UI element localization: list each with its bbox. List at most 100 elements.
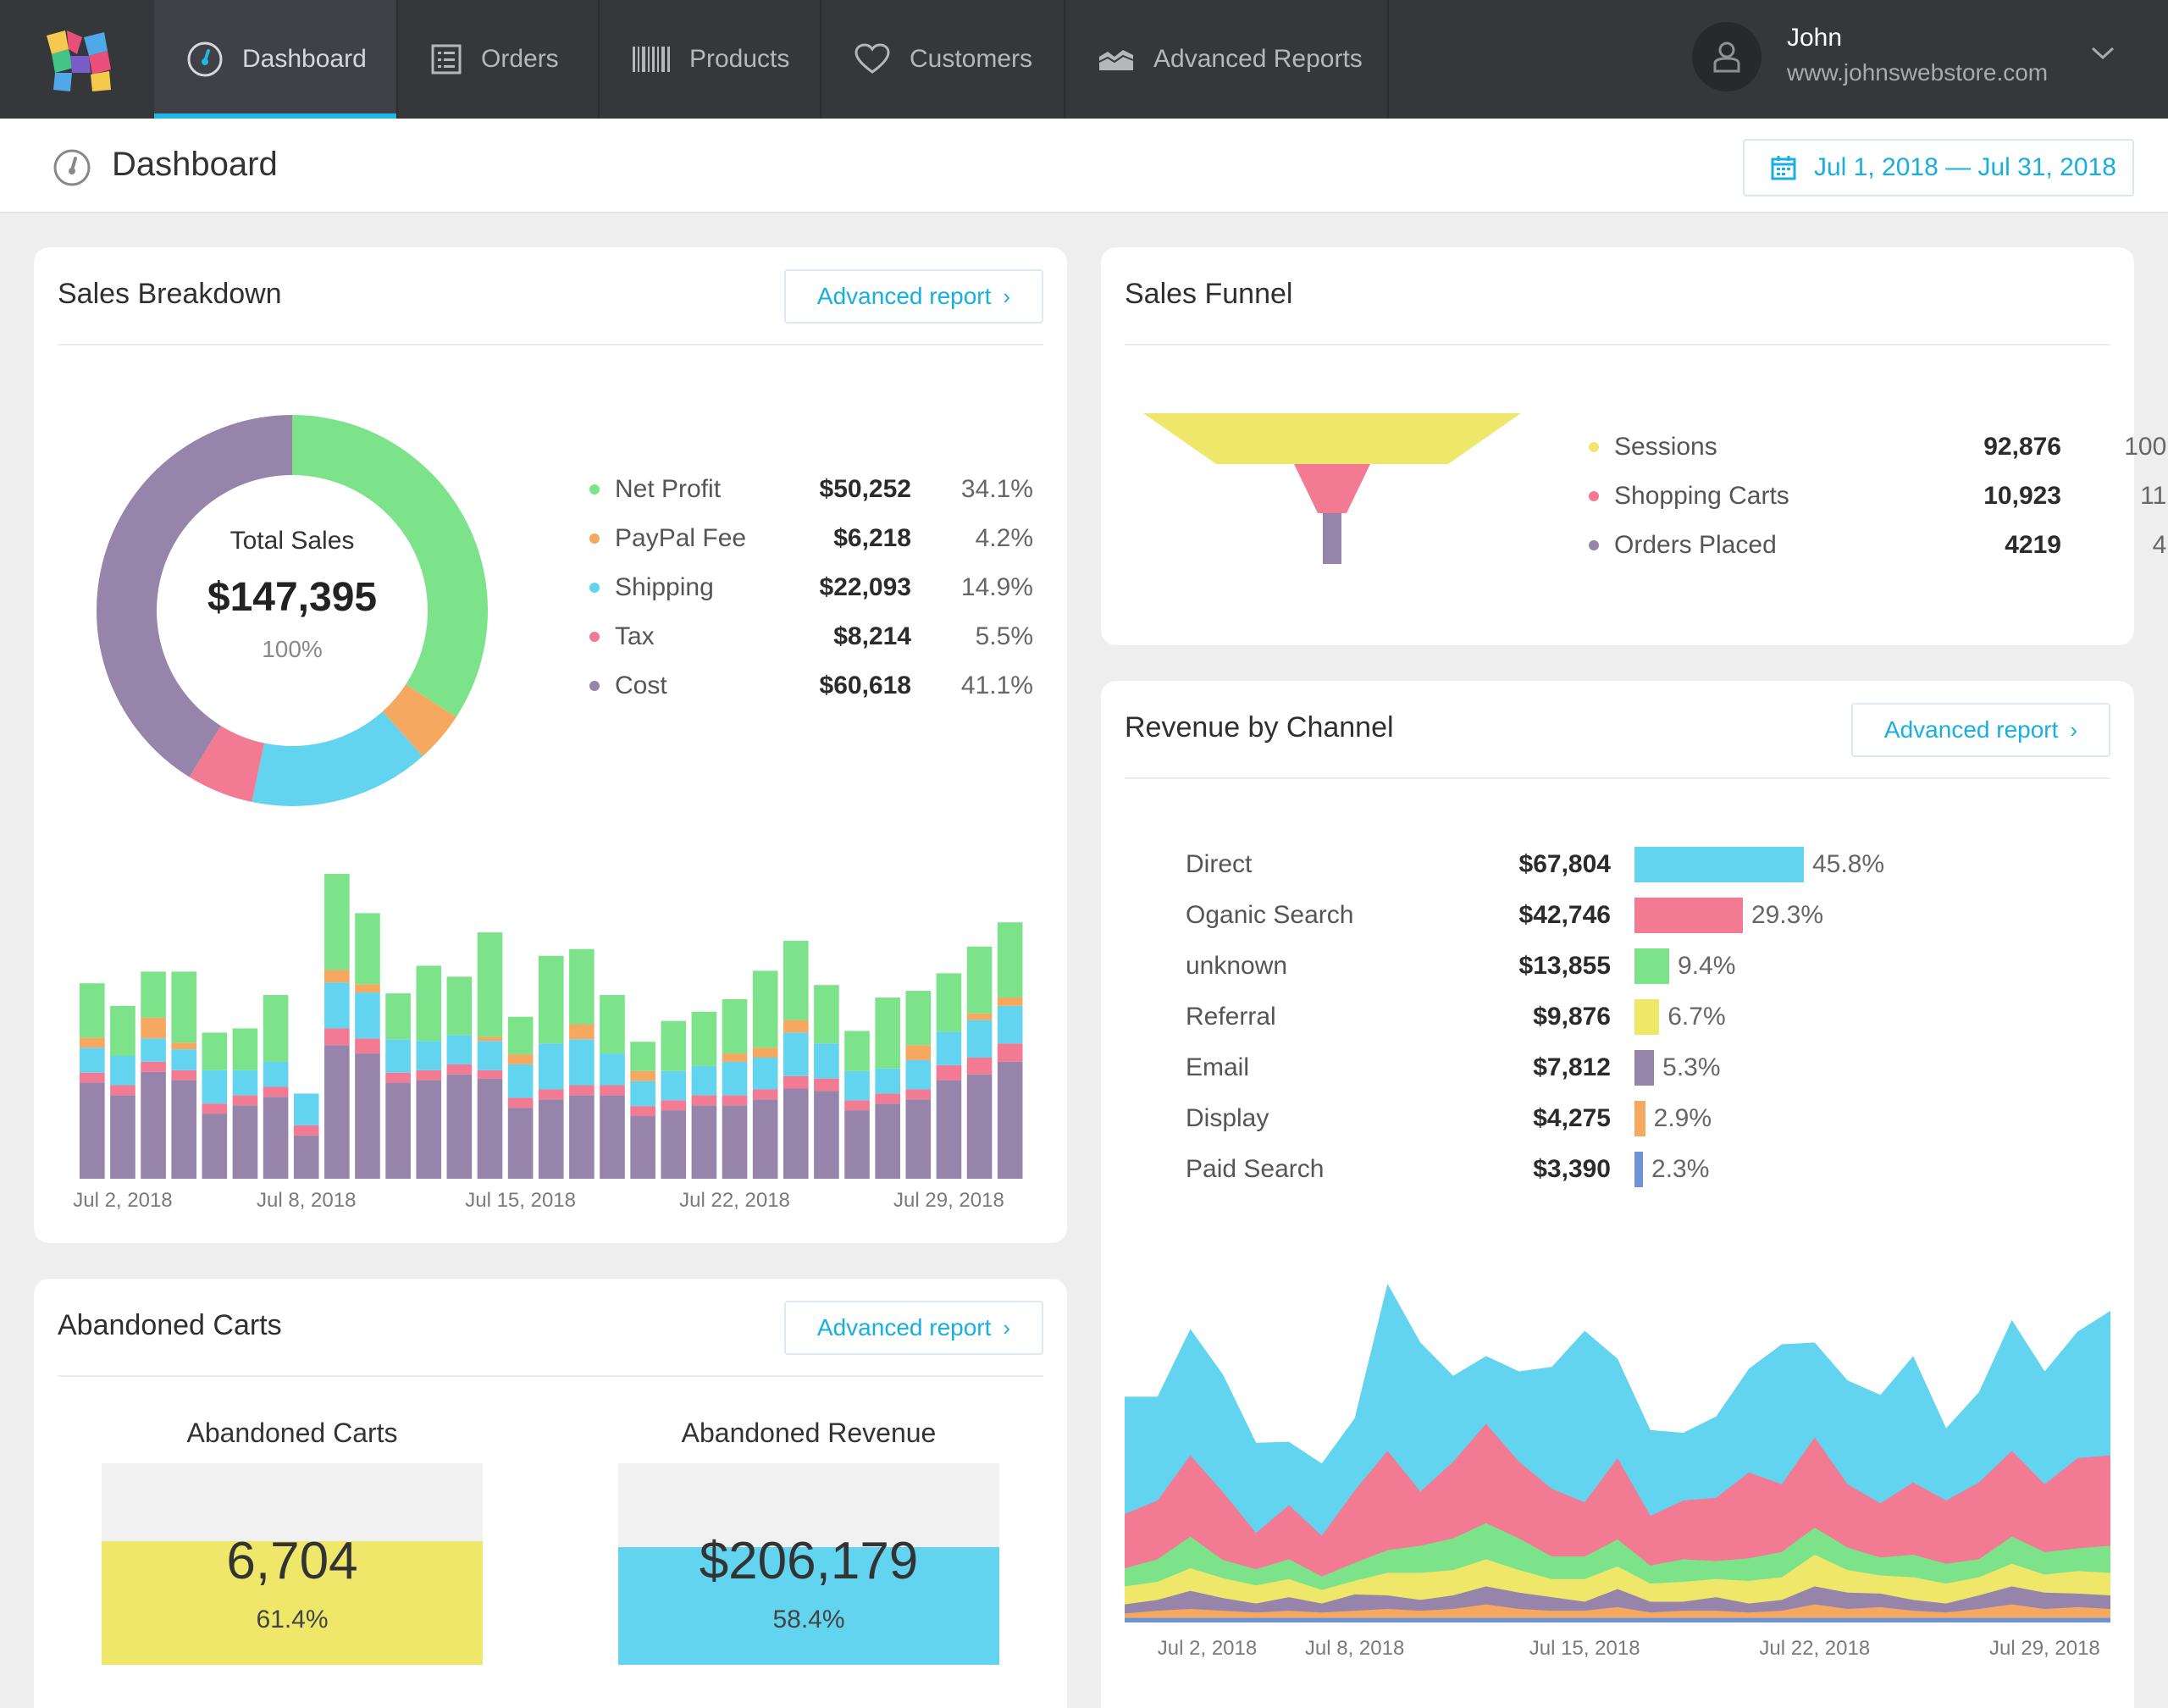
area-chart-icon [1098, 50, 1134, 70]
bar-segment-net-profit [263, 995, 289, 1062]
channel-percent: 9.4% [1678, 952, 1736, 980]
bar-segment-shipping [477, 1041, 503, 1070]
bar-segment-net-profit [814, 985, 839, 1044]
funnel-percent: 4.5% [2152, 531, 2168, 559]
channel-percent: 6.7% [1667, 1003, 1726, 1031]
legend-value: $50,252 [819, 475, 911, 503]
funnel-row: Sessions [1589, 427, 1717, 467]
bar-segment-cost [569, 1095, 595, 1179]
legend-label: Tax [615, 622, 655, 650]
bar-segment-paypal-fee [997, 997, 1023, 1006]
x-tick-label: Jul 2, 2018 [73, 1189, 172, 1212]
channel-label: unknown [1186, 952, 1288, 980]
bar-segment-shipping [752, 1057, 778, 1090]
bar-segment-tax [630, 1106, 655, 1117]
bar-segment-shipping [355, 992, 380, 1039]
bar-segment-tax [80, 1072, 105, 1083]
bar-segment-paypal-fee [569, 1024, 595, 1040]
gauge-icon [53, 149, 91, 186]
advanced-report-button[interactable]: Advanced report › [1851, 703, 2110, 757]
bar-segment-paypal-fee [355, 984, 380, 993]
bar-segment-shipping [875, 1068, 900, 1094]
bar-segment-paypal-fee [171, 1042, 197, 1050]
advanced-report-button[interactable]: Advanced report › [784, 269, 1043, 323]
bar-segment-tax [722, 1095, 748, 1106]
legend-dot [589, 632, 600, 642]
bar-segment-tax [385, 1072, 411, 1083]
channel-label: Direct [1186, 850, 1253, 878]
legend-dot [1589, 540, 1599, 550]
bar-segment-net-profit [997, 922, 1023, 998]
date-range-picker[interactable]: Jul 1, 2018 — Jul 31, 2018 [1743, 139, 2134, 196]
funnel-label: Orders Placed [1614, 531, 1777, 559]
bar-segment-paypal-fee [80, 1037, 105, 1048]
page-header: Dashboard Jul 1, 2018 — Jul 31, 2018 [0, 119, 2168, 213]
channel-bar [1634, 1152, 1644, 1187]
bar-segment-cost [538, 1099, 564, 1179]
bar-segment-net-profit [110, 1005, 136, 1057]
legend-value: $60,618 [819, 672, 911, 699]
bar-segment-shipping [569, 1039, 595, 1086]
bar-segment-cost [844, 1110, 870, 1179]
funnel-row: Orders Placed [1589, 525, 1777, 566]
bar-segment-tax [324, 1028, 350, 1046]
bar-segment-net-profit [171, 971, 197, 1043]
legend-percent: 14.9% [960, 573, 1033, 601]
total-sales-percent: 100% [262, 636, 323, 662]
bar-segment-paypal-fee [630, 1070, 655, 1081]
bar-segment-paypal-fee [783, 1020, 809, 1033]
bar-segment-paypal-fee [324, 970, 350, 983]
button-label: Advanced report [816, 1314, 992, 1340]
bar-segment-tax [691, 1095, 717, 1106]
abandoned-carts-card: Abandoned Carts Advanced report › Abandon… [34, 1279, 1067, 1708]
area-series-display [1125, 1604, 2110, 1622]
nav-item-products[interactable]: Products [600, 0, 821, 119]
legend-item: Net Profit [589, 469, 721, 510]
bar-segment-cost [355, 1053, 380, 1179]
channel-label: Referral [1186, 1003, 1276, 1031]
bar-segment-cost [936, 1080, 962, 1179]
bar-segment-tax [814, 1078, 839, 1092]
heart-icon [854, 43, 890, 74]
card-title: Abandoned Carts [58, 1309, 282, 1341]
bar-segment-net-profit [385, 993, 411, 1040]
channel-percent: 2.3% [1651, 1155, 1710, 1183]
funnel-value: 92,876 [1983, 433, 2061, 461]
gauge-fill [618, 1547, 999, 1665]
bar-segment-cost [171, 1080, 197, 1179]
nav-item-advanced-reports[interactable]: Advanced Reports [1065, 0, 1389, 119]
bar-segment-net-profit [966, 946, 993, 1014]
bar-segment-tax [355, 1038, 380, 1054]
nav-label: Customers [910, 45, 1033, 73]
bar-segment-net-profit [538, 955, 564, 1044]
channel-percent: 45.8% [1812, 850, 1885, 878]
bar-segment-net-profit [232, 1028, 258, 1070]
app-logo-icon[interactable] [47, 30, 114, 91]
nav-item-orders[interactable]: Orders [398, 0, 600, 119]
bar-segment-shipping [416, 1041, 442, 1070]
bar-segment-shipping [538, 1043, 564, 1090]
funnel-sessions [1143, 413, 1521, 464]
nav-item-customers[interactable]: Customers [821, 0, 1065, 119]
user-website: www.johnswebstore.com [1787, 59, 2049, 86]
chevron-down-icon[interactable] [2090, 46, 2115, 61]
bar-segment-tax [263, 1086, 289, 1097]
bar-segment-tax [110, 1085, 136, 1096]
nav-item-dashboard[interactable]: Dashboard [154, 0, 398, 119]
channel-value: $67,804 [1518, 850, 1611, 878]
channel-percent: 2.9% [1653, 1104, 1712, 1132]
bar-segment-shipping [446, 1035, 473, 1064]
sales-funnel-card: Sales Funnel Sessions 92,876 100.0% Shoppin… [1101, 247, 2168, 645]
legend-dot [589, 533, 600, 544]
bar-segment-shipping [844, 1070, 870, 1101]
revenue-by-channel-card: Revenue by Channel Advanced report › Dire… [1101, 681, 2134, 1708]
bar-segment-shipping [202, 1070, 228, 1104]
list-icon [431, 44, 462, 75]
bar-segment-cost [875, 1103, 900, 1179]
advanced-report-button[interactable]: Advanced report › [784, 1301, 1043, 1355]
bar-segment-tax [966, 1057, 993, 1075]
legend-percent: 5.5% [975, 622, 1033, 650]
user-menu[interactable]: John www.johnswebstore.com [1692, 22, 2132, 97]
abandoned-revenue-gauge: $206,179 58.4% [618, 1463, 999, 1665]
page-title: Dashboard [112, 146, 278, 183]
